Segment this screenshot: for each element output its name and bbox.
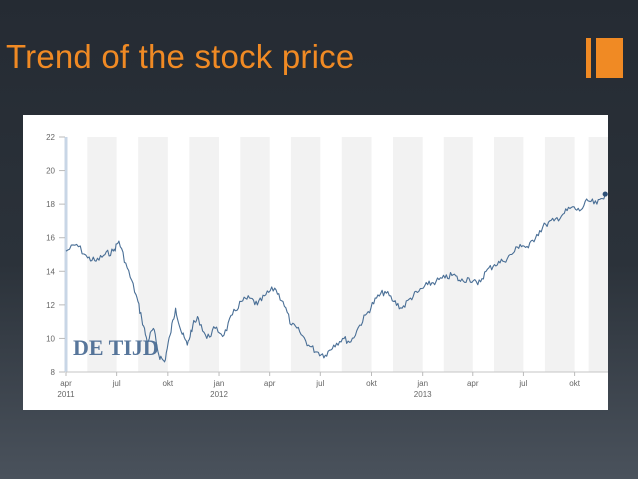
x-tick-label: okt <box>366 379 377 388</box>
y-tick-label: 14 <box>46 267 55 276</box>
shaded-band <box>443 137 473 372</box>
shaded-band <box>87 137 117 372</box>
shaded-band <box>544 137 575 372</box>
de-tijd-logo: DE TIJD <box>73 335 159 360</box>
y-tick-label: 22 <box>46 133 55 142</box>
y-tick-label: 8 <box>51 368 56 377</box>
shaded-band <box>290 137 321 372</box>
x-tick-label: okt <box>162 379 173 388</box>
x-tick-label: jan <box>213 379 225 388</box>
slide-title: Trend of the stock price <box>6 38 355 75</box>
chart-svg: 8 10 12 14 16 18 20 22 apr 2011 jul okt jan 2012 apr j… <box>46 133 608 399</box>
x-tick-label: jul <box>112 379 121 388</box>
x-tick-labels: apr 2011 jul okt jan 2012 apr jul okt jan 2013 apr j… <box>57 372 581 399</box>
x-tick-label: okt <box>569 379 580 388</box>
x-tick-year-label: 2013 <box>414 390 432 399</box>
shaded-band <box>240 137 270 372</box>
series-line <box>65 193 606 363</box>
shaded-band <box>494 137 524 372</box>
x-tick-label: apr <box>264 379 276 388</box>
shaded-band <box>341 137 372 372</box>
x-tick-year-label: 2012 <box>210 390 228 399</box>
y-tick-label: 12 <box>46 301 55 310</box>
last-point-marker <box>602 191 608 197</box>
title-accent-bar-thin <box>586 38 591 78</box>
y-tick-label: 16 <box>46 234 55 243</box>
x-tick-label: apr <box>467 379 479 388</box>
y-tick-label: 18 <box>46 200 55 209</box>
y-tick-label: 20 <box>46 167 55 176</box>
shaded-bands <box>87 137 608 372</box>
x-tick-label: jul <box>518 379 527 388</box>
price-series <box>65 191 608 363</box>
x-tick-year-label: 2011 <box>57 390 75 399</box>
x-tick-label: apr <box>60 379 72 388</box>
shaded-band <box>138 137 168 372</box>
y-tick-labels: 8 10 12 14 16 18 20 22 <box>46 133 65 377</box>
title-accent-bar-thick <box>596 38 623 78</box>
x-tick-label: jul <box>315 379 324 388</box>
shaded-band <box>588 137 608 372</box>
shaded-band <box>189 137 220 372</box>
stock-price-chart: 8 10 12 14 16 18 20 22 apr 2011 jul okt jan 2012 apr j… <box>23 115 608 410</box>
shaded-band <box>393 137 423 372</box>
y-tick-label: 10 <box>46 334 55 343</box>
x-tick-label: jan <box>416 379 428 388</box>
